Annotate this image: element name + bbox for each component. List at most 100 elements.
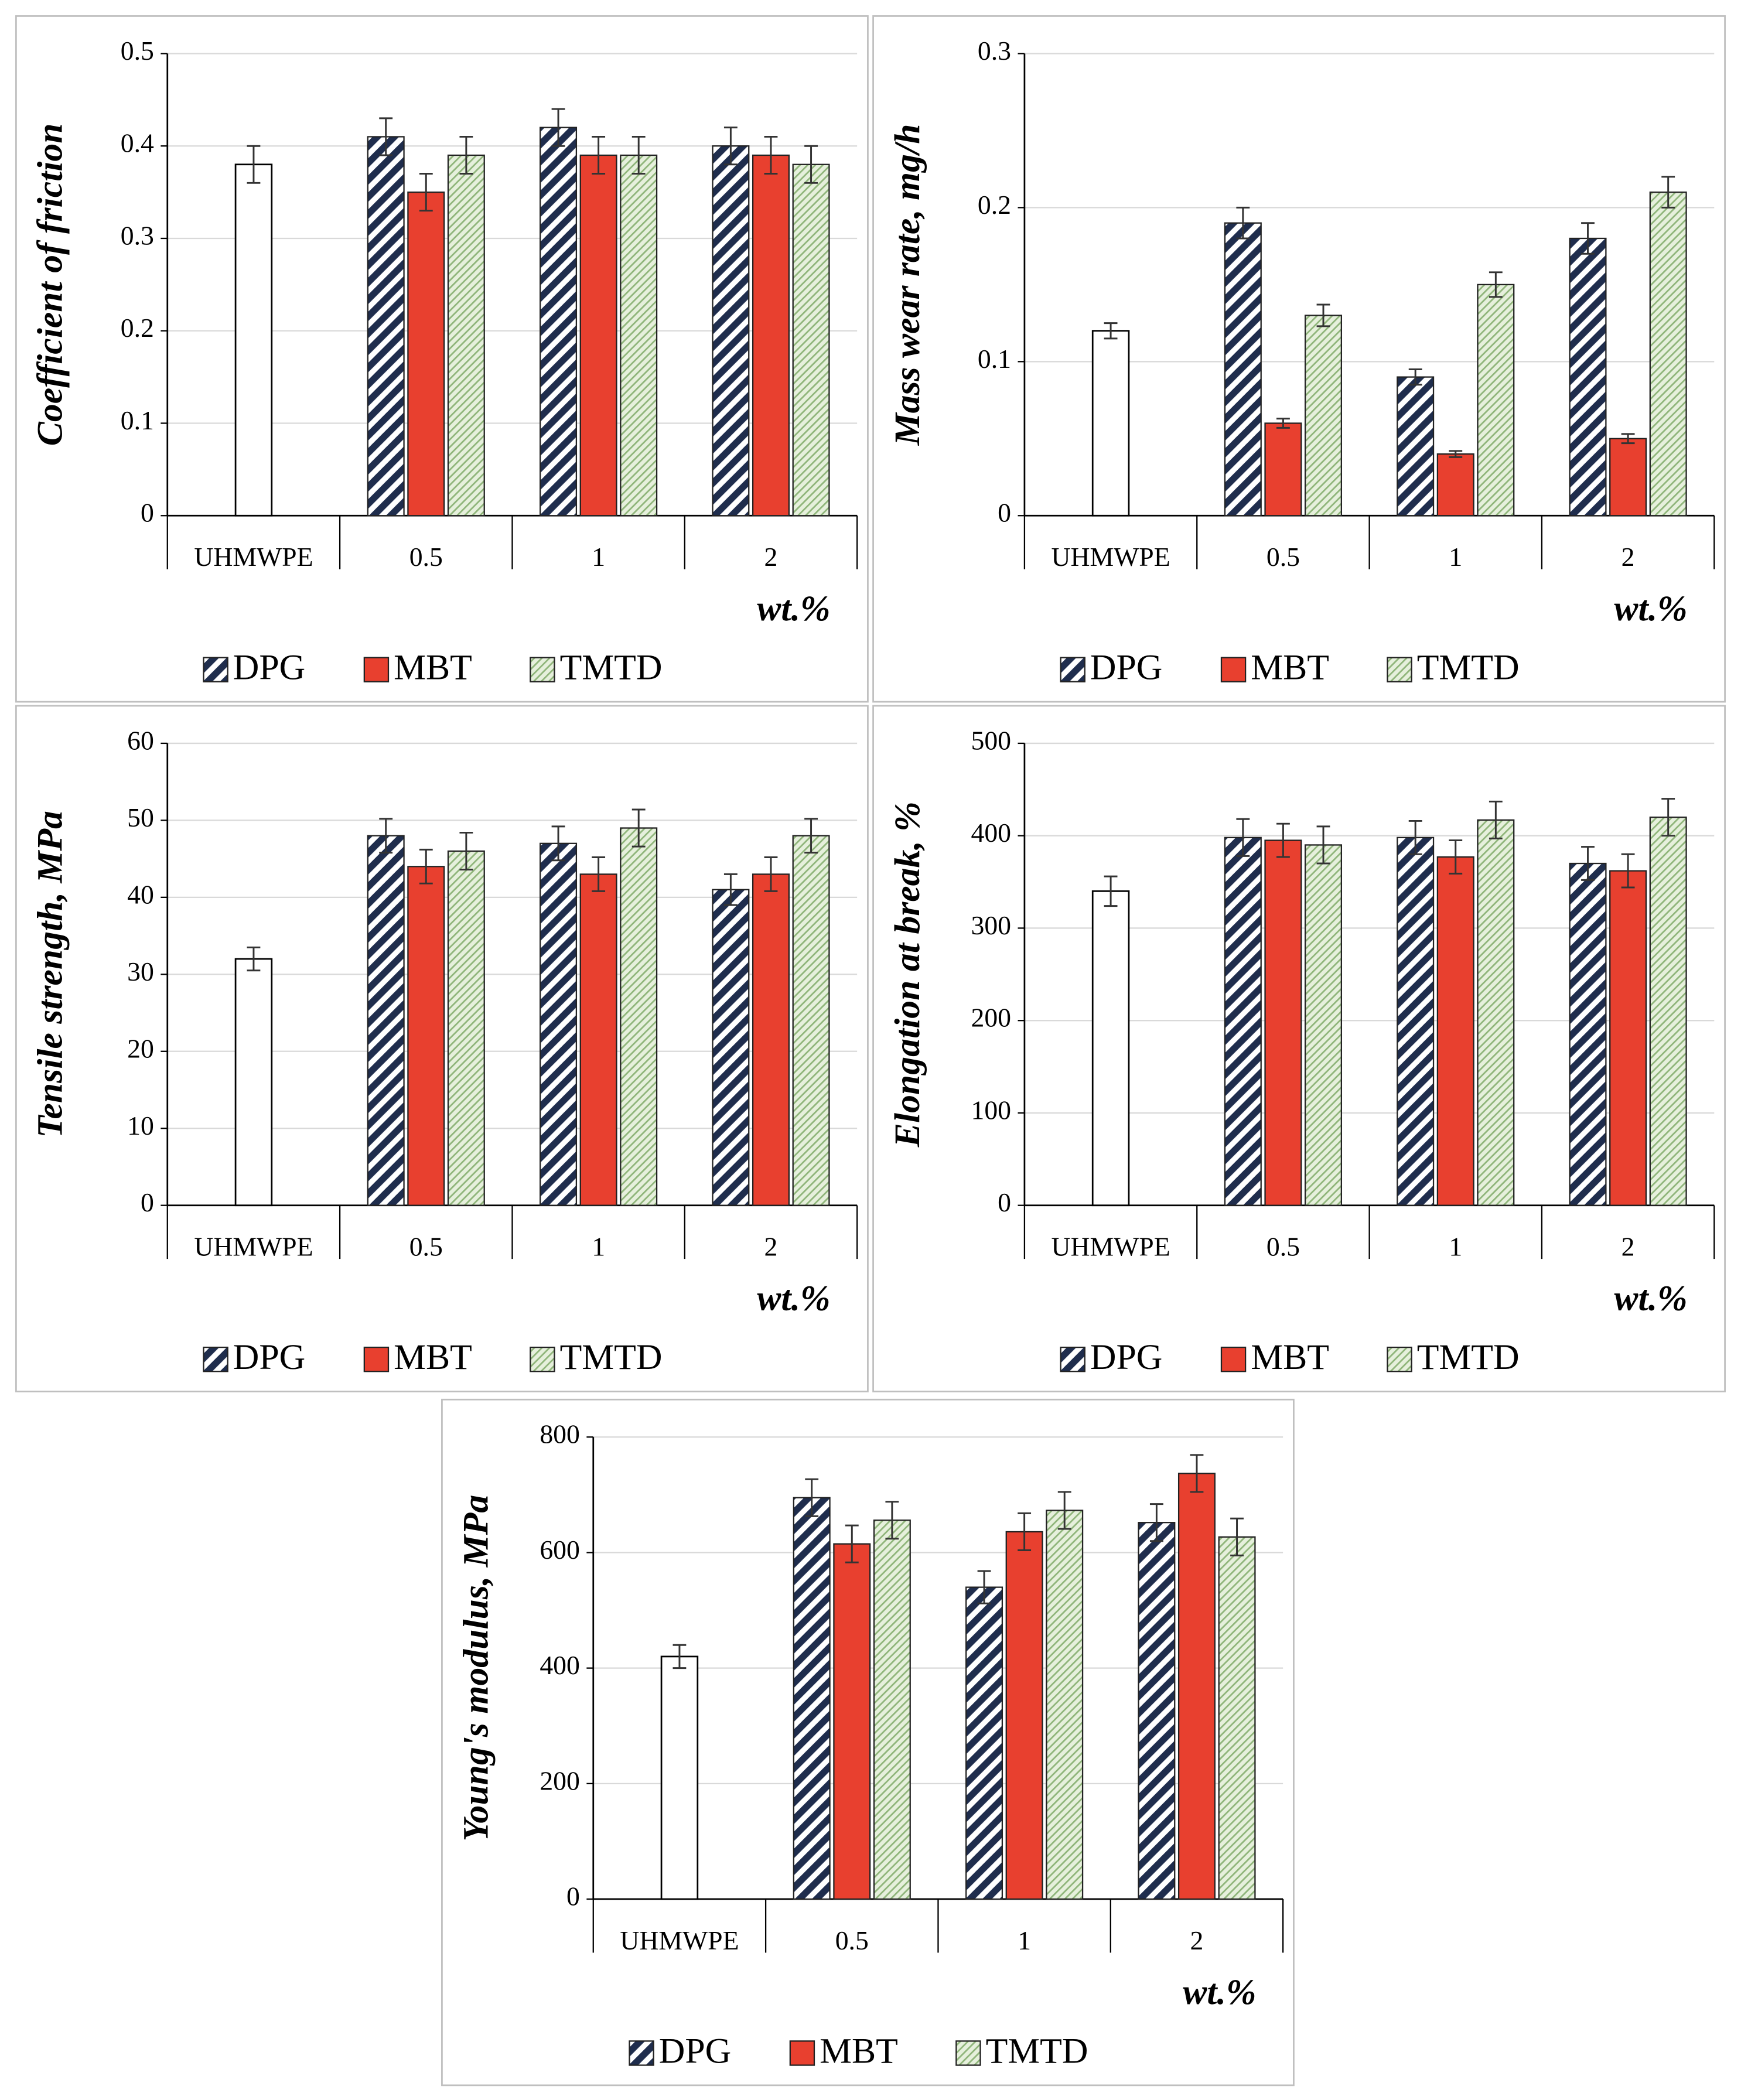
y-tick-label: 0.2 <box>121 313 154 343</box>
legend-swatch <box>1387 657 1412 682</box>
error-bar <box>1230 1517 1244 1556</box>
error-bar <box>247 145 261 184</box>
y-tick-label: 400 <box>540 1650 580 1680</box>
bar <box>1436 856 1474 1206</box>
bar <box>965 1586 1003 1900</box>
error-bar <box>1104 875 1118 907</box>
x-tick-label: 1 <box>1449 542 1462 572</box>
bar <box>1477 284 1515 517</box>
y-tick-label: 10 <box>127 1111 154 1141</box>
legend-label: TMTD <box>560 1337 663 1377</box>
x-tick-label: 2 <box>1621 542 1635 572</box>
legend-label: DPG <box>233 648 305 688</box>
bar <box>540 842 578 1206</box>
chart-panel: 0 200 400 600 800 UHMWPE 0.5 1 2 wt.% Young's modu… <box>441 1398 1295 2087</box>
bar <box>234 958 273 1207</box>
error-bar <box>459 831 473 871</box>
bar <box>447 850 485 1206</box>
error-bar <box>1316 303 1330 327</box>
bar <box>579 873 617 1206</box>
x-tick-label: 0.5 <box>1267 1232 1300 1262</box>
error-bar <box>1449 839 1463 875</box>
x-tick-label: UHMWPE <box>620 1925 739 1955</box>
x-tick-label: 2 <box>1190 1925 1204 1955</box>
legend-label: DPG <box>1090 1337 1162 1377</box>
error-bar <box>1581 846 1595 881</box>
chart-panel: 0 100 200 300 400 500 UHMWPE 0.5 1 2 wt.% Elongatio… <box>872 705 1726 1392</box>
legend-swatch <box>1220 657 1247 682</box>
chart-panel: 0 10 20 30 40 50 60 UHMWPE 0.5 1 2 wt.% Tensile stre… <box>15 705 869 1392</box>
bar <box>833 1543 871 1900</box>
error-bar <box>764 856 778 892</box>
bar <box>367 835 405 1206</box>
legend-swatch <box>530 1346 555 1372</box>
legend-swatch <box>1220 1346 1247 1372</box>
error-bar <box>247 946 261 972</box>
error-bar <box>1276 822 1290 858</box>
error-bar <box>379 818 393 854</box>
error-bar <box>1621 433 1635 445</box>
x-axis-label: wt.% <box>757 1279 830 1319</box>
y-tick-label: 0.1 <box>978 344 1011 374</box>
y-tick-label: 600 <box>540 1535 580 1565</box>
legend-swatch <box>1060 1346 1085 1372</box>
legend-label: TMTD <box>560 648 663 688</box>
bar <box>620 154 658 517</box>
bar <box>1005 1531 1043 1900</box>
bar <box>1304 315 1343 517</box>
y-tick-label: 40 <box>127 879 154 909</box>
y-tick-label: 200 <box>540 1766 580 1795</box>
x-tick-label: 1 <box>592 542 605 572</box>
error-bar <box>804 145 818 184</box>
error-bar <box>592 856 606 892</box>
y-tick-label: 0.5 <box>121 36 154 66</box>
y-tick-label: 0 <box>998 1187 1011 1217</box>
bar <box>1091 890 1130 1207</box>
error-bar <box>723 873 738 906</box>
legend-swatch <box>203 1346 228 1372</box>
x-tick-label: 2 <box>1621 1232 1635 1262</box>
y-axis-label: Mass wear rate, mg/h <box>887 124 927 446</box>
y-tick-label: 0 <box>566 1882 580 1911</box>
bar <box>752 873 790 1206</box>
bar <box>660 1655 699 1900</box>
legend-label: DPG <box>1090 648 1162 688</box>
error-bar <box>1661 176 1675 209</box>
y-tick-label: 0 <box>141 1187 154 1217</box>
y-axis-label: Tensile strength, MPa <box>30 811 70 1138</box>
y-tick-label: 20 <box>127 1033 154 1063</box>
error-bar <box>1018 1512 1032 1551</box>
bar <box>1264 839 1302 1206</box>
x-tick-label: 1 <box>1449 1232 1462 1262</box>
error-bar <box>419 173 433 212</box>
legend-label: MBT <box>1251 648 1329 688</box>
y-tick-label: 500 <box>971 725 1011 755</box>
x-axis-label: wt.% <box>1614 1279 1687 1319</box>
bar <box>873 1519 911 1900</box>
x-tick-label: 2 <box>764 1232 778 1262</box>
error-bar <box>1489 271 1503 298</box>
legend-label: MBT <box>820 2031 898 2071</box>
legend-label: DPG <box>233 1337 305 1377</box>
error-bar <box>631 135 646 175</box>
chart-panel: 0 0.1 0.2 0.3 UHMWPE 0.5 1 2 wt.% Mass wear rate,… <box>872 15 1726 703</box>
y-tick-label: 400 <box>971 818 1011 848</box>
y-tick-label: 0 <box>998 498 1011 528</box>
x-tick-label: 2 <box>764 542 778 572</box>
error-bar <box>672 1644 687 1669</box>
bar <box>712 145 750 517</box>
error-bar <box>1190 1454 1204 1493</box>
error-bar <box>592 135 606 175</box>
error-bar <box>723 127 738 166</box>
bar <box>752 154 790 517</box>
legend-label: TMTD <box>986 2031 1088 2071</box>
legend-swatch <box>789 2040 815 2066</box>
error-bar <box>419 848 433 885</box>
x-tick-label: UHMWPE <box>1051 542 1170 572</box>
error-bar <box>1276 418 1290 429</box>
error-bar <box>459 135 473 175</box>
x-axis-label: wt.% <box>1183 1972 1256 2012</box>
bar <box>793 1497 831 1900</box>
bar <box>1609 438 1647 517</box>
